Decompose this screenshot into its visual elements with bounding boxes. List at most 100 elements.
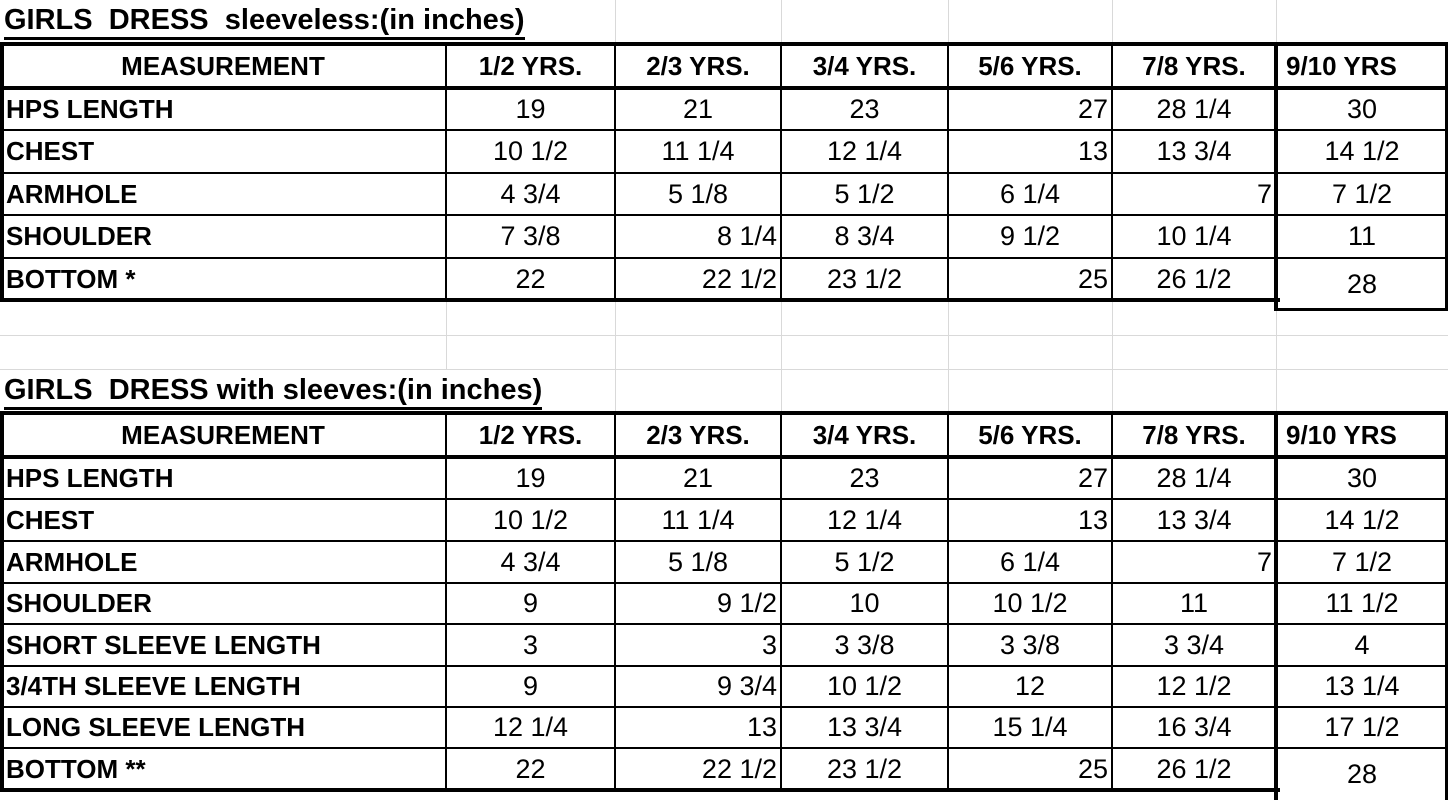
row-label[interactable]: BOTTOM ** [6, 753, 146, 784]
value-cell[interactable]: 3 [522, 629, 539, 660]
value-cell[interactable]: 30 [1346, 93, 1378, 124]
value-cell[interactable]: 28 1/4 [1156, 93, 1232, 124]
value-cell[interactable]: 13 3/4 [826, 712, 903, 742]
value-cell[interactable]: 11 1/4 [661, 504, 735, 535]
value-cell[interactable]: 21 [682, 462, 714, 493]
value-cell[interactable]: 7 [1256, 178, 1272, 209]
value-cell[interactable]: 13 1/4 [1324, 671, 1400, 701]
value-cell[interactable]: 9 3/4 [716, 671, 777, 701]
column-header[interactable]: 2/3 YRS. [646, 419, 750, 450]
value-cell[interactable]: 11 [1347, 221, 1377, 251]
value-cell[interactable]: 28 1/4 [1156, 462, 1232, 493]
value-cell[interactable]: 27 [1077, 93, 1108, 124]
value-cell[interactable]: 9 [522, 588, 539, 618]
column-header[interactable]: 2/3 YRS. [646, 50, 750, 81]
value-cell[interactable]: 12 [1014, 671, 1046, 701]
table-title[interactable]: GIRLS DRESS sleeveless:(in inches) [4, 0, 904, 44]
column-header[interactable]: 3/4 YRS. [812, 419, 917, 450]
column-header[interactable]: 9/10 YRS [1286, 419, 1397, 450]
value-cell[interactable]: 3 3/8 [834, 629, 895, 660]
value-cell[interactable]: 14 1/2 [1324, 504, 1400, 535]
value-cell[interactable]: 22 1/2 [701, 753, 777, 784]
value-cell[interactable]: 25 [1077, 263, 1108, 294]
value-cell[interactable]: 10 1/2 [826, 671, 903, 701]
value-cell[interactable]: 4 3/4 [500, 546, 561, 577]
table-title[interactable]: GIRLS DRESS with sleeves:(in inches) [4, 370, 904, 413]
value-cell[interactable]: 23 [849, 93, 880, 124]
value-cell[interactable]: 4 3/4 [500, 178, 561, 209]
value-cell[interactable]: 7 [1256, 546, 1272, 577]
column-header[interactable]: 3/4 YRS. [812, 50, 917, 81]
value-cell[interactable]: 6 1/4 [999, 546, 1061, 577]
value-cell[interactable]: 3 3/8 [999, 629, 1061, 660]
value-cell[interactable]: 23 [849, 462, 880, 493]
value-cell[interactable]: 4 [1354, 629, 1370, 660]
value-cell[interactable]: 25 [1077, 753, 1108, 784]
row-label[interactable]: 3/4TH SLEEVE LENGTH [6, 671, 301, 701]
value-cell[interactable]: 30 [1346, 462, 1378, 493]
value-cell[interactable]: 13 [1077, 136, 1108, 166]
value-cell[interactable]: 12 1/4 [826, 504, 903, 535]
value-cell[interactable]: 5 1/8 [667, 178, 729, 209]
row-label[interactable]: SHOULDER [6, 221, 152, 251]
value-cell[interactable]: 15 1/4 [992, 712, 1068, 742]
value-cell[interactable]: 23 1/2 [826, 753, 903, 784]
column-header[interactable]: 7/8 YRS. [1142, 50, 1246, 81]
value-cell[interactable]: 12 1/4 [492, 712, 569, 742]
value-cell[interactable]: 10 1/2 [492, 504, 569, 535]
value-cell[interactable]: 9 1/2 [716, 588, 777, 618]
value-cell[interactable]: 10 [849, 588, 880, 618]
row-label[interactable]: LONG SLEEVE LENGTH [6, 712, 306, 742]
value-cell[interactable]: 6 1/4 [999, 178, 1061, 209]
value-cell[interactable]: 11 [1179, 588, 1209, 618]
value-cell[interactable]: 7 1/2 [1331, 546, 1393, 577]
value-cell[interactable]: 26 1/2 [1156, 263, 1232, 294]
value-cell[interactable]: 16 3/4 [1156, 712, 1232, 742]
value-cell[interactable]: 8 3/4 [834, 221, 895, 251]
value-cell[interactable]: 27 [1077, 462, 1108, 493]
column-header[interactable]: 5/6 YRS. [978, 50, 1082, 81]
value-cell[interactable]: 3 [761, 629, 777, 660]
value-cell[interactable]: 28 [1346, 269, 1378, 299]
value-cell[interactable]: 22 1/2 [701, 263, 777, 294]
row-label[interactable]: CHEST [6, 504, 95, 535]
value-cell[interactable]: 10 1/2 [992, 588, 1068, 618]
column-header[interactable]: 7/8 YRS. [1142, 419, 1246, 450]
value-cell[interactable]: 22 [515, 753, 546, 784]
value-cell[interactable]: 3 3/4 [1163, 629, 1225, 660]
value-cell[interactable]: 11 1/4 [661, 136, 735, 166]
column-header[interactable]: 1/2 YRS. [478, 50, 583, 81]
value-cell[interactable]: 13 [1077, 504, 1108, 535]
value-cell[interactable]: 7 1/2 [1331, 178, 1393, 209]
value-cell[interactable]: 12 1/4 [826, 136, 903, 166]
value-cell[interactable]: 8 1/4 [716, 221, 777, 251]
value-cell[interactable]: 19 [515, 462, 546, 493]
value-cell[interactable]: 5 1/2 [834, 546, 895, 577]
row-label[interactable]: SHOULDER [6, 588, 152, 618]
value-cell[interactable]: 28 [1346, 758, 1378, 789]
value-cell[interactable]: 26 1/2 [1156, 753, 1232, 784]
value-cell[interactable]: 17 1/2 [1324, 712, 1400, 742]
value-cell[interactable]: 21 [682, 93, 714, 124]
row-label[interactable]: BOTTOM * [6, 263, 136, 294]
value-cell[interactable]: 9 [522, 671, 539, 701]
row-label[interactable]: ARMHOLE [6, 546, 138, 577]
value-cell[interactable]: 10 1/4 [1156, 221, 1232, 251]
row-label[interactable]: HPS LENGTH [6, 93, 174, 124]
value-cell[interactable]: 7 3/8 [500, 221, 561, 251]
column-header[interactable]: MEASUREMENT [121, 50, 325, 81]
row-label[interactable]: CHEST [6, 136, 95, 166]
value-cell[interactable]: 5 1/8 [667, 546, 729, 577]
value-cell[interactable]: 13 [746, 712, 777, 742]
value-cell[interactable]: 14 1/2 [1324, 136, 1400, 166]
value-cell[interactable]: 10 1/2 [492, 136, 569, 166]
value-cell[interactable]: 23 1/2 [826, 263, 903, 294]
value-cell[interactable]: 13 3/4 [1156, 504, 1232, 535]
row-label[interactable]: ARMHOLE [6, 178, 138, 209]
value-cell[interactable]: 5 1/2 [834, 178, 895, 209]
column-header[interactable]: 5/6 YRS. [978, 419, 1082, 450]
value-cell[interactable]: 19 [515, 93, 546, 124]
row-label[interactable]: SHORT SLEEVE LENGTH [6, 629, 321, 660]
column-header[interactable]: MEASUREMENT [121, 419, 325, 450]
value-cell[interactable]: 11 1/2 [1325, 588, 1399, 618]
